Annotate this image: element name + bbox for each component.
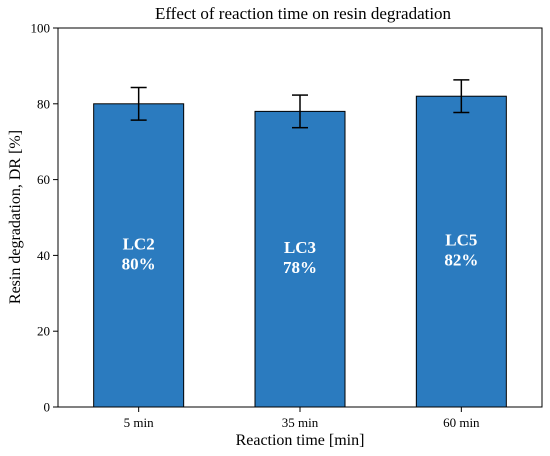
bar-label-value: 80% [122,254,156,273]
chart-title: Effect of reaction time on resin degrada… [155,4,452,23]
y-tick-label: 60 [37,172,50,187]
x-axis-label: Reaction time [min] [236,432,365,449]
y-tick-label: 80 [37,96,50,111]
bar-label-name: LC5 [445,231,477,250]
y-tick-label: 100 [31,21,51,36]
y-tick-label: 20 [37,324,50,339]
y-axis-label: Resin degradation, DR [%] [7,130,24,304]
x-tick-label: 35 min [282,415,319,430]
y-tick-label: 40 [37,248,50,263]
x-tick-label: 60 min [443,415,480,430]
bar-label-name: LC2 [123,234,155,253]
bar-label-name: LC3 [284,238,316,257]
y-tick-label: 0 [44,400,51,415]
plot-frame [57,27,543,408]
bar [254,110,346,408]
bar-label-value: 82% [444,251,478,270]
bar-label-value: 78% [283,258,317,277]
x-tick-label: 5 min [124,415,154,430]
bar [415,95,507,408]
